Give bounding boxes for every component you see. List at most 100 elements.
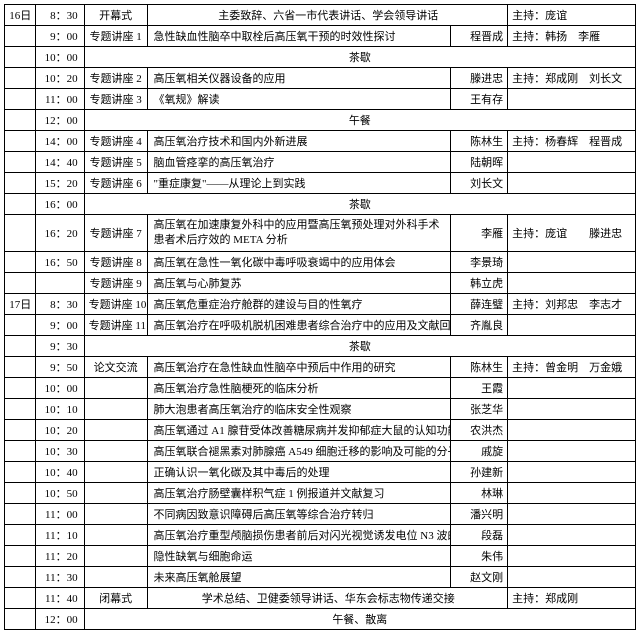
table-row: 12：00午餐: [5, 110, 636, 131]
cell-topic: 高压氧治疗技术和国内外新进展: [147, 131, 451, 152]
cell-time: 11：00: [36, 503, 84, 524]
table-row: 15：20专题讲座 6"重症康复"――从理论上到实践刘长文: [5, 173, 636, 194]
cell-speaker: 段磊: [451, 524, 508, 545]
cell-type: 专题讲座 3: [84, 89, 147, 110]
cell-topic: 高压氧联合褪黑素对肺腺癌 A549 细胞迁移的影响及可能的分子机制: [147, 440, 451, 461]
table-row: 专题讲座 9高压氧与心肺复苏韩立虎: [5, 272, 636, 293]
cell-type: [84, 440, 147, 461]
cell-break: 茶歇: [84, 194, 635, 215]
cell-date: [5, 524, 36, 545]
cell-host: [508, 482, 636, 503]
table-row: 11：40闭幕式学术总结、卫健委领导讲话、华东会标志物传递交接主持：郑成刚: [5, 587, 636, 608]
cell-date: [5, 419, 36, 440]
cell-host: [508, 461, 636, 482]
table-row: 9：50论文交流高压氧治疗在急性缺血性脑卒中预后中作用的研究陈林生主持：曾金明 …: [5, 356, 636, 377]
cell-break: 茶歇: [84, 47, 635, 68]
cell-type: [84, 524, 147, 545]
cell-date: [5, 89, 36, 110]
table-row: 9：00专题讲座 1急性缺血性脑卒中取栓后高压氧干预的时效性探讨程晋成主持：韩扬…: [5, 26, 636, 47]
cell-time: 11：00: [36, 89, 84, 110]
cell-time: 9：00: [36, 26, 84, 47]
cell-topic: 高压氧在加速康复外科中的应用暨高压氧预处理对外科手术患者术后疗效的 META 分…: [147, 215, 451, 252]
cell-date: [5, 377, 36, 398]
cell-date: [5, 110, 36, 131]
cell-time: 12：00: [36, 608, 84, 629]
cell-time: 10：00: [36, 377, 84, 398]
cell-host: [508, 524, 636, 545]
table-row: 17日8：30专题讲座 10高压氧危重症治疗舱群的建设与目的性氧疗薛连璧主持：刘…: [5, 293, 636, 314]
table-row: 11：30未来高压氧舱展望赵文刚: [5, 566, 636, 587]
cell-speaker: 戚旋: [451, 440, 508, 461]
cell-type: 专题讲座 7: [84, 215, 147, 252]
table-row: 14：00专题讲座 4高压氧治疗技术和国内外新进展陈林生主持：杨春辉 程晋成: [5, 131, 636, 152]
cell-speaker: 刘长文: [451, 173, 508, 194]
cell-time: 10：10: [36, 398, 84, 419]
cell-type: 专题讲座 6: [84, 173, 147, 194]
cell-time: 9：30: [36, 335, 84, 356]
cell-topic: 急性缺血性脑卒中取栓后高压氧干预的时效性探讨: [147, 26, 451, 47]
cell-date: [5, 152, 36, 173]
cell-speaker: 孙建新: [451, 461, 508, 482]
cell-type: [84, 566, 147, 587]
cell-speaker: 王霞: [451, 377, 508, 398]
cell-time: 15：20: [36, 173, 84, 194]
cell-topic: 高压氧治疗肠壁囊样积气症 1 例报道并文献复习: [147, 482, 451, 503]
cell-host: [508, 566, 636, 587]
cell-time: 9：50: [36, 356, 84, 377]
cell-date: [5, 335, 36, 356]
cell-host: [508, 314, 636, 335]
table-row: 11：10高压氧治疗重型颅脑损伤患者前后对闪光视觉诱发电位 N3 波的影响段磊: [5, 524, 636, 545]
cell-host: [508, 377, 636, 398]
cell-time: 14：40: [36, 152, 84, 173]
cell-time: 8：30: [36, 5, 84, 26]
cell-topic: 不同病因致意识障碍后高压氧等综合治疗转归: [147, 503, 451, 524]
cell-type: 专题讲座 9: [84, 272, 147, 293]
table-row: 10：20专题讲座 2高压氧相关仪器设备的应用滕进忠主持：郑成刚 刘长文: [5, 68, 636, 89]
cell-time: 10：50: [36, 482, 84, 503]
cell-speaker: 齐胤良: [451, 314, 508, 335]
cell-speaker: 朱伟: [451, 545, 508, 566]
cell-date: [5, 47, 36, 68]
cell-time: 16：00: [36, 194, 84, 215]
cell-date: [5, 503, 36, 524]
cell-topic: 高压氧治疗在急性缺血性脑卒中预后中作用的研究: [147, 356, 451, 377]
cell-type: 专题讲座 4: [84, 131, 147, 152]
cell-type: 专题讲座 5: [84, 152, 147, 173]
cell-type: [84, 461, 147, 482]
cell-time: 10：20: [36, 68, 84, 89]
table-row: 11：00不同病因致意识障碍后高压氧等综合治疗转归潘兴明: [5, 503, 636, 524]
cell-type: 开幕式: [84, 5, 147, 26]
cell-date: [5, 608, 36, 629]
cell-host: 主持：刘邦忠 李志才: [508, 293, 636, 314]
cell-topic: 肺大泡患者高压氧治疗的临床安全性观察: [147, 398, 451, 419]
cell-type: 专题讲座 2: [84, 68, 147, 89]
cell-host: [508, 419, 636, 440]
cell-topic: "重症康复"――从理论上到实践: [147, 173, 451, 194]
cell-speaker: 李雁: [451, 215, 508, 252]
cell-date: [5, 566, 36, 587]
cell-date: [5, 251, 36, 272]
cell-speaker: 陈林生: [451, 131, 508, 152]
cell-time: 10：40: [36, 461, 84, 482]
cell-topic: 学术总结、卫健委领导讲话、华东会标志物传递交接: [147, 587, 508, 608]
cell-date: [5, 272, 36, 293]
table-row: 16日8：30开幕式主委致辞、六省一市代表讲话、学会领导讲话主持：庞谊: [5, 5, 636, 26]
cell-date: [5, 194, 36, 215]
cell-topic: 高压氧在急性一氧化碳中毒呼吸衰竭中的应用体会: [147, 251, 451, 272]
cell-date: [5, 356, 36, 377]
cell-type: 专题讲座 1: [84, 26, 147, 47]
cell-time: 14：00: [36, 131, 84, 152]
table-row: 10：40正确认识一氧化碳及其中毒后的处理孙建新: [5, 461, 636, 482]
cell-date: [5, 482, 36, 503]
cell-type: 闭幕式: [84, 587, 147, 608]
cell-topic: 高压氧与心肺复苏: [147, 272, 451, 293]
cell-host: 主持：庞谊: [508, 5, 636, 26]
cell-time: [36, 272, 84, 293]
table-row: 10：10肺大泡患者高压氧治疗的临床安全性观察张芝华: [5, 398, 636, 419]
cell-time: 11：40: [36, 587, 84, 608]
table-row: 11：20隐性缺氧与细胞命运朱伟: [5, 545, 636, 566]
cell-type: [84, 545, 147, 566]
table-row: 14：40专题讲座 5脑血管痉挛的高压氧治疗陆朝晖: [5, 152, 636, 173]
cell-date: [5, 173, 36, 194]
table-row: 10：00高压氧治疗急性脑梗死的临床分析王霞: [5, 377, 636, 398]
